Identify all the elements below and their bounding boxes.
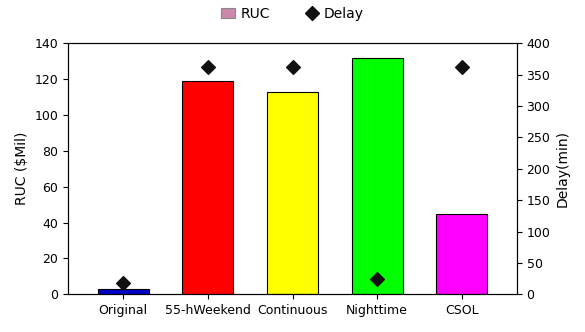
Bar	[183, 81, 233, 294]
Point	[373, 276, 382, 281]
Point	[457, 64, 466, 70]
Legend: RUC, Delay: RUC, Delay	[221, 7, 364, 21]
Point	[288, 64, 297, 70]
Y-axis label: Delay(min): Delay(min)	[556, 130, 570, 207]
Bar	[436, 213, 487, 294]
Y-axis label: RUC ($Mil): RUC ($Mil)	[15, 132, 29, 206]
Bar	[98, 289, 149, 294]
Bar	[267, 92, 318, 294]
Point	[203, 64, 212, 70]
Point	[119, 280, 128, 286]
Bar	[352, 57, 402, 294]
